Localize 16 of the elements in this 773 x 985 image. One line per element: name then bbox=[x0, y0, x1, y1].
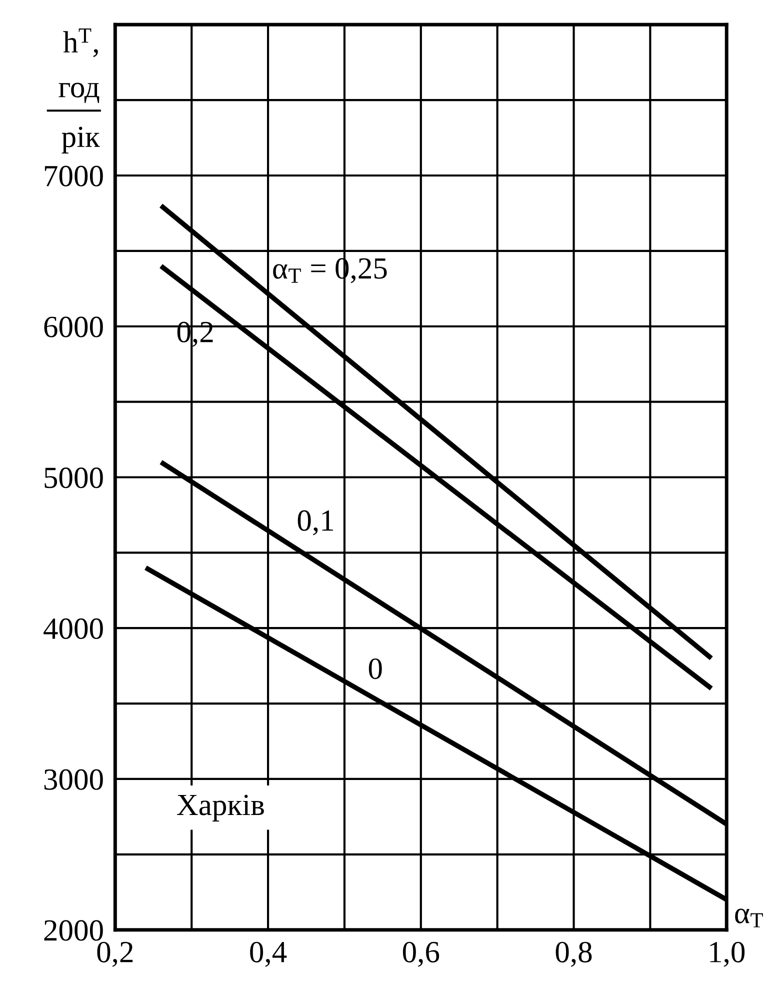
y-tick-label: 3000 bbox=[44, 769, 103, 790]
y-tick-label: 2000 bbox=[44, 920, 103, 941]
series-label: 0,1 bbox=[298, 510, 334, 536]
x-tick-label: 1,0 bbox=[710, 942, 745, 967]
y-axis-title: h$^{T}$, год рік bbox=[58, 28, 100, 154]
series-label: 0 bbox=[368, 658, 382, 680]
x-tick-label: 0,2 bbox=[97, 942, 133, 967]
y-tick-label: 5000 bbox=[44, 468, 103, 488]
x-tick-label: 0,4 bbox=[250, 942, 287, 967]
y-tick-label: 6000 bbox=[44, 316, 103, 338]
annotation: Харків bbox=[176, 794, 264, 822]
y-tick-label: 4000 bbox=[44, 618, 103, 640]
x-axis-title: α$_{T}$ bbox=[735, 908, 763, 928]
x-tick-label: 0,6 bbox=[402, 942, 440, 967]
x-tick-label: 0,8 bbox=[556, 942, 592, 967]
y-tick-label: 7000 bbox=[44, 166, 103, 186]
